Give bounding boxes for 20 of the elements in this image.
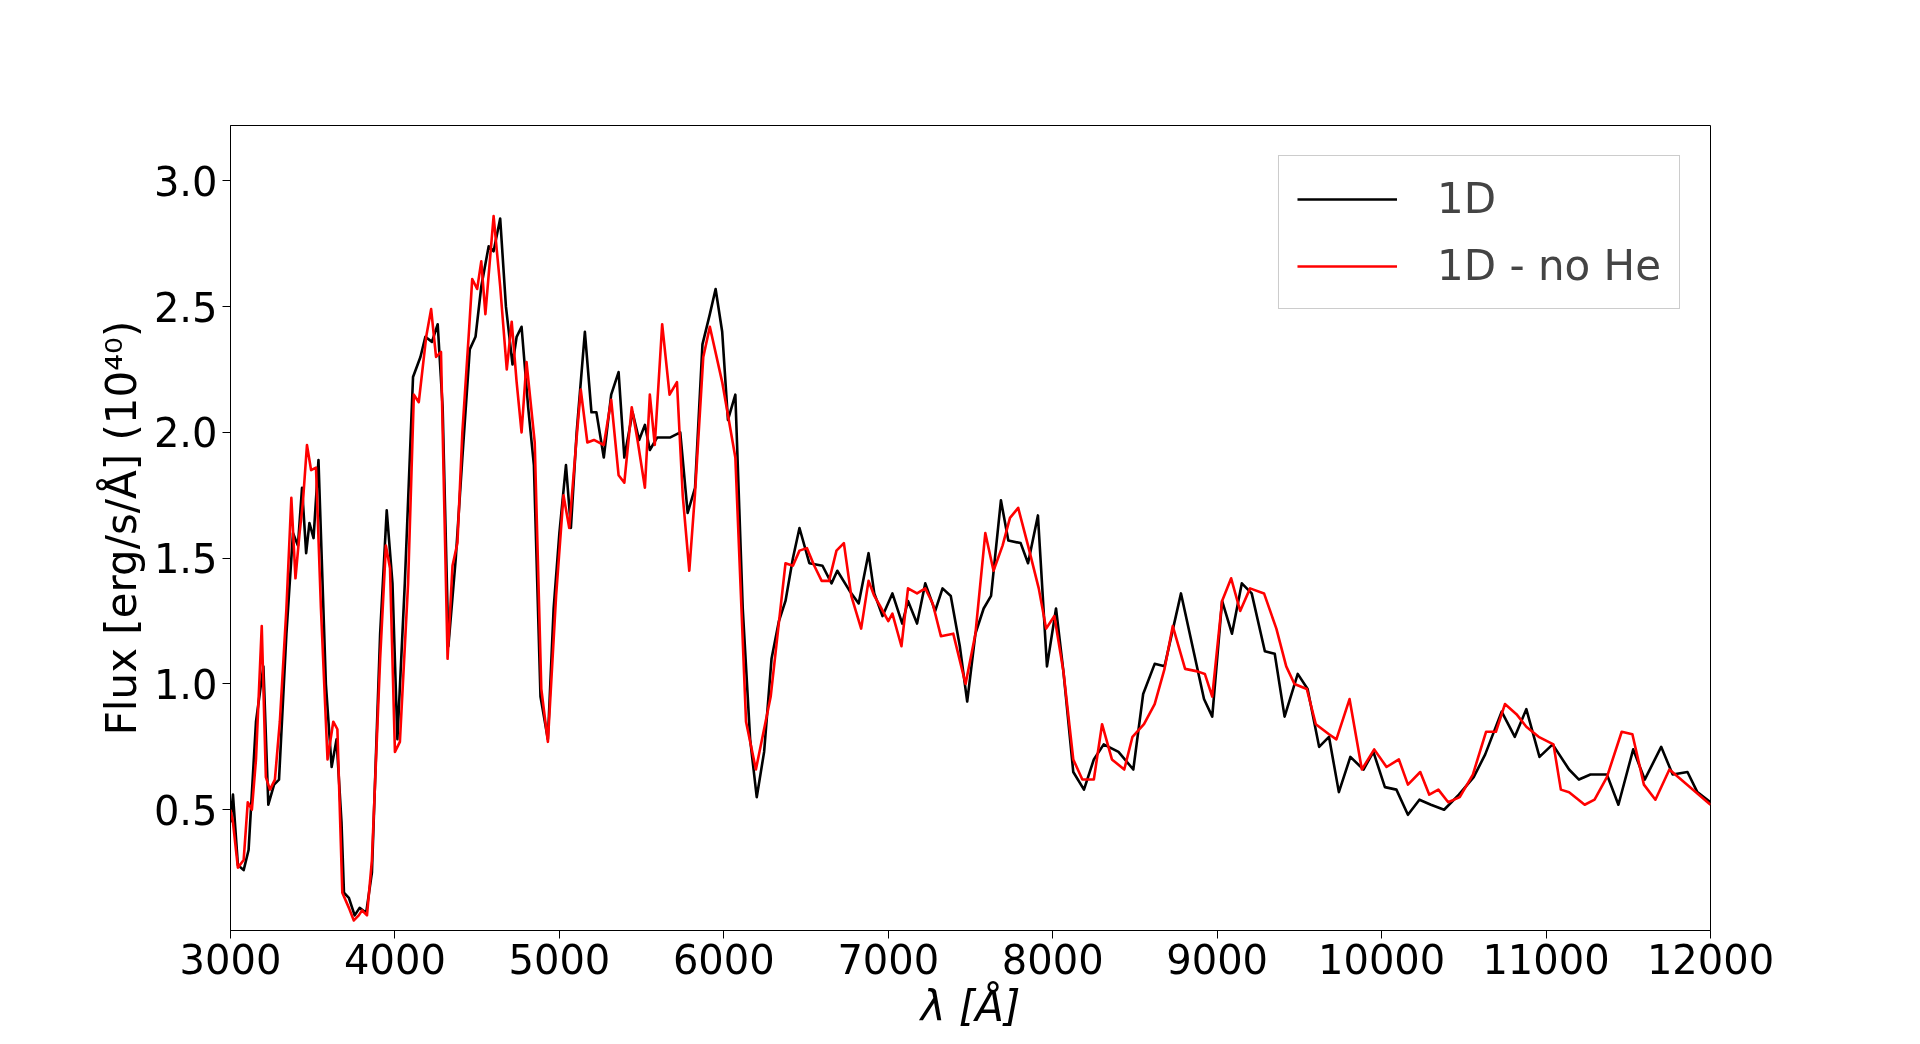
y-tick-label: 2.5	[153, 284, 218, 331]
legend-label: 1D - no He	[1436, 241, 1661, 290]
x-tick-label: 3000	[179, 936, 282, 983]
y-tick-label: 1.5	[153, 536, 218, 583]
x-tick-label: 5000	[508, 936, 611, 983]
x-tick-label: 12000	[1646, 936, 1775, 983]
x-tick-label: 7000	[837, 936, 940, 983]
x-tick-label: 4000	[344, 936, 446, 983]
y-tick-label: 1.0	[153, 661, 218, 708]
y-axis-title: Flux [erg/s/Å] (10⁴⁰)	[95, 320, 146, 736]
x-tick-label: 9000	[1166, 936, 1269, 983]
x-axis-title: λ [Å]	[918, 980, 1021, 1031]
x-tick-label: 8000	[1001, 936, 1104, 983]
x-tick-label: 11000	[1482, 936, 1610, 983]
y-tick-label: 3.0	[153, 158, 218, 205]
legend-label: 1D	[1436, 174, 1497, 223]
y-tick-label: 2.0	[153, 410, 218, 457]
y-tick-label: 0.5	[153, 787, 218, 834]
x-tick-label: 6000	[672, 936, 775, 983]
x-tick-label: 10000	[1317, 936, 1446, 983]
